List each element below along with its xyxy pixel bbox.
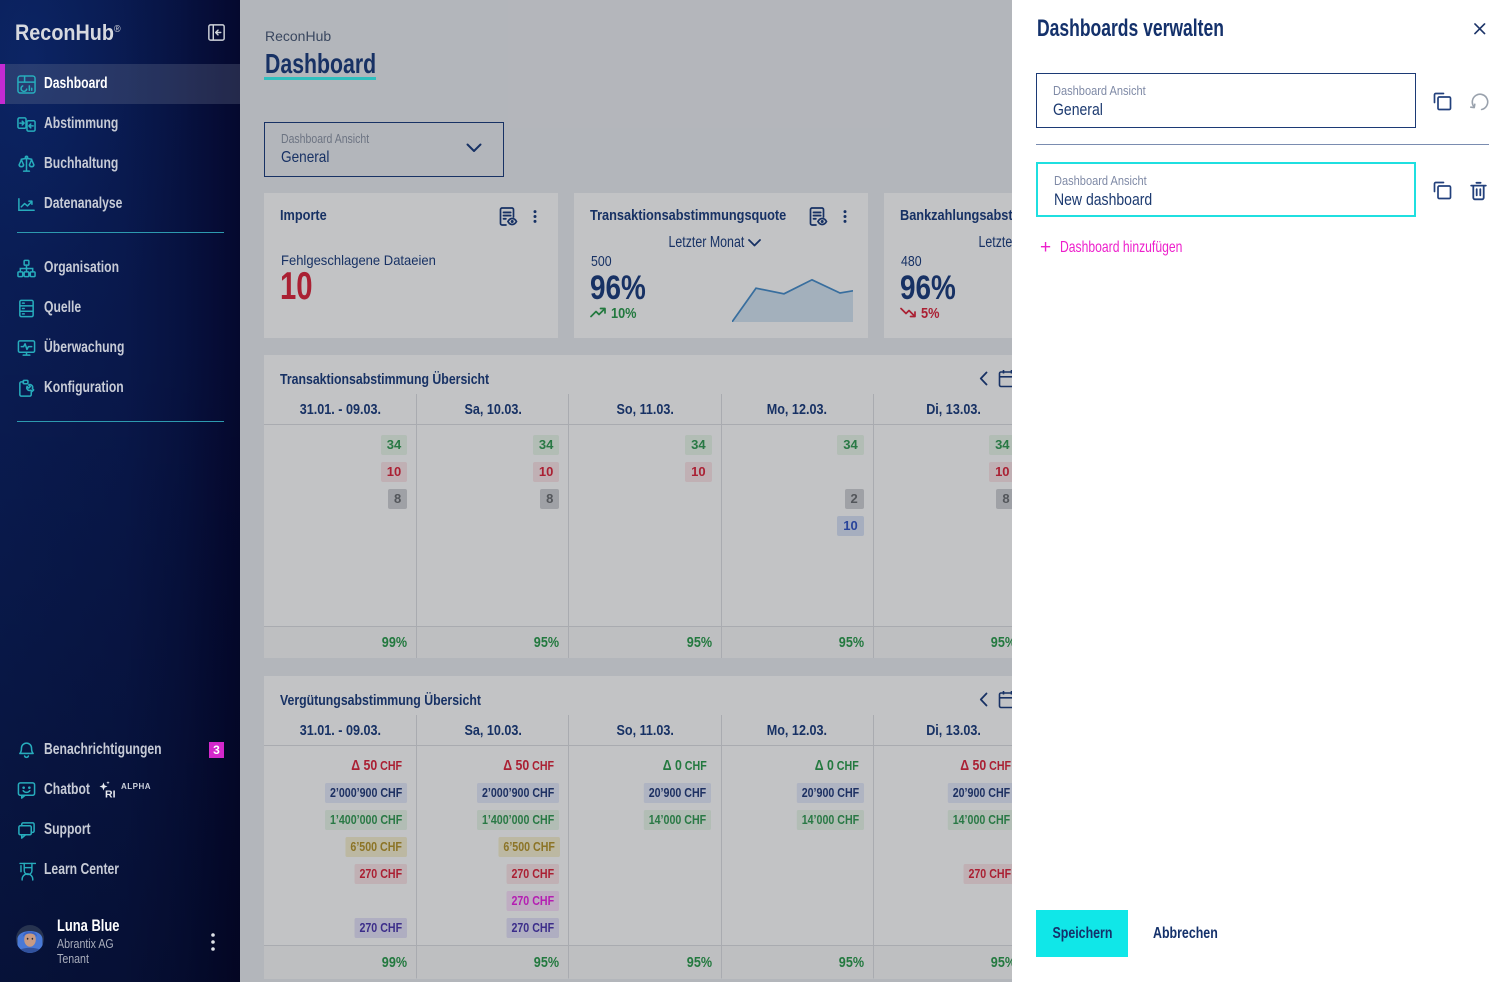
svg-text:RI: RI xyxy=(105,789,116,801)
